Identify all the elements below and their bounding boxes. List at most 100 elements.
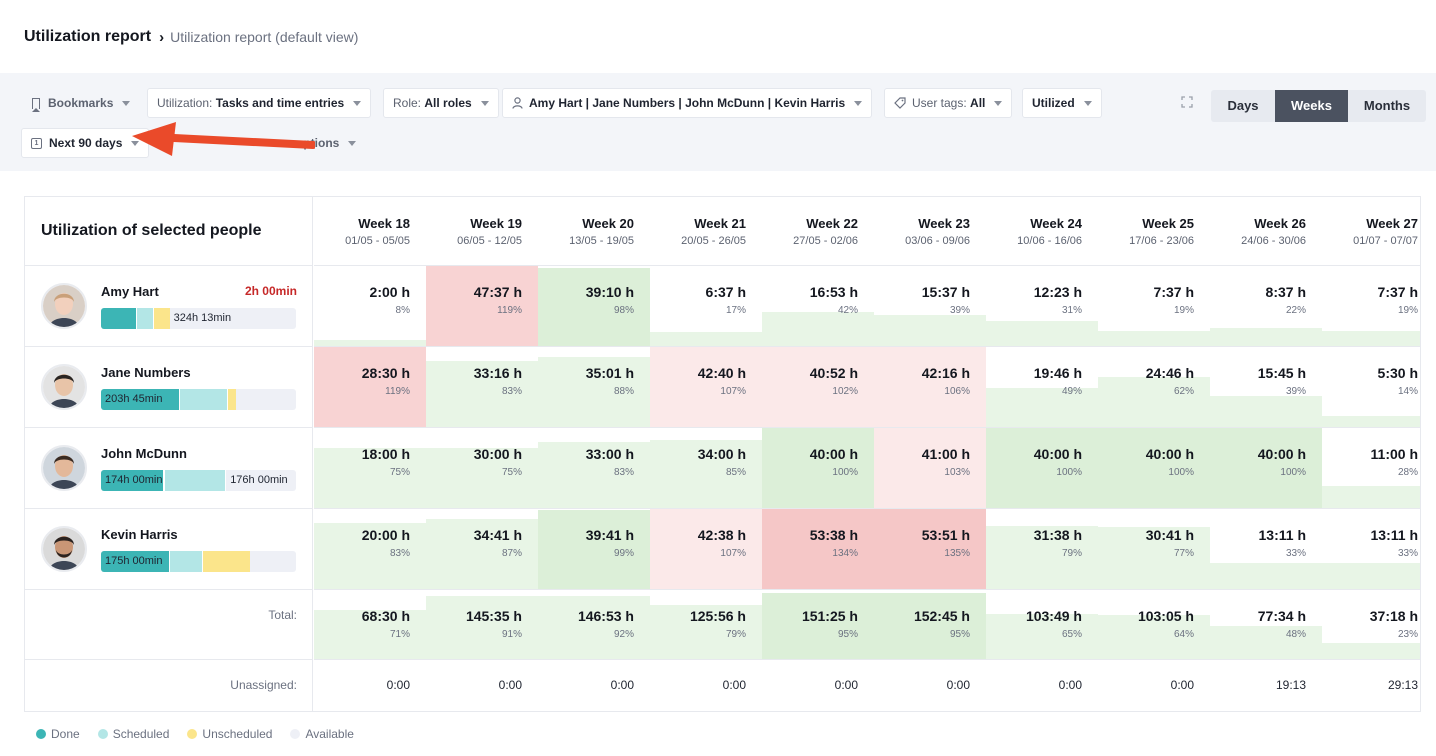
date-range-filter[interactable]: 1 Next 90 days bbox=[21, 128, 150, 158]
total-cell[interactable]: 37:18 h 23% bbox=[1322, 589, 1420, 659]
role-filter[interactable]: Role: All roles bbox=[383, 88, 499, 118]
week-dates: 06/05 - 12/05 bbox=[457, 235, 522, 247]
people-filter[interactable]: Amy Hart | Jane Numbers | John McDunn | … bbox=[502, 88, 873, 118]
unassigned-row-label: Unassigned: bbox=[25, 659, 313, 711]
legend-item: Scheduled bbox=[97, 727, 169, 741]
utilization-cell[interactable]: 6:37 h 17% bbox=[650, 265, 762, 346]
utilization-cell[interactable]: 53:38 h 134% bbox=[762, 508, 874, 589]
capacity-segment-done bbox=[101, 551, 170, 572]
utilization-cell[interactable]: 42:38 h 107% bbox=[650, 508, 762, 589]
view-name[interactable]: Utilization report (default view) bbox=[170, 29, 359, 45]
hours-value: 42:16 h bbox=[921, 365, 970, 381]
utilization-cell[interactable]: 42:40 h 107% bbox=[650, 346, 762, 427]
total-cell[interactable]: 103:49 h 65% bbox=[986, 589, 1098, 659]
utilization-cell[interactable]: 8:37 h 22% bbox=[1210, 265, 1322, 346]
person-name[interactable]: Amy Hart bbox=[101, 284, 159, 299]
utilization-cell[interactable]: 34:41 h 87% bbox=[426, 508, 538, 589]
utilization-cell[interactable]: 39:10 h 98% bbox=[538, 265, 650, 346]
utilization-cell[interactable]: 28:30 h 119% bbox=[314, 346, 426, 427]
utilization-cell[interactable]: 40:00 h 100% bbox=[762, 427, 874, 508]
total-cell[interactable]: 68:30 h 71% bbox=[314, 589, 426, 659]
utilization-cell[interactable]: 15:37 h 39% bbox=[874, 265, 986, 346]
utilization-cell[interactable]: 40:00 h 100% bbox=[1210, 427, 1322, 508]
total-cell[interactable]: 152:45 h 95% bbox=[874, 589, 986, 659]
utilization-cell[interactable]: 7:37 h 19% bbox=[1098, 265, 1210, 346]
total-cell[interactable]: 77:34 h 48% bbox=[1210, 589, 1322, 659]
total-cell[interactable]: 125:56 h 79% bbox=[650, 589, 762, 659]
utilization-cell[interactable]: 40:00 h 100% bbox=[986, 427, 1098, 508]
legend-item: Available bbox=[290, 727, 354, 741]
utilization-cell[interactable]: 42:16 h 106% bbox=[874, 346, 986, 427]
utilization-fill bbox=[538, 441, 650, 508]
utilization-cell[interactable]: 2:00 h 8% bbox=[314, 265, 426, 346]
person-name[interactable]: Kevin Harris bbox=[101, 527, 178, 542]
utilization-cell[interactable]: 47:37 h 119% bbox=[426, 265, 538, 346]
utilization-fill bbox=[1322, 643, 1420, 659]
utilization-cell[interactable]: 13:11 h 33% bbox=[1322, 508, 1420, 589]
unassigned-value: 0:00 bbox=[722, 678, 746, 692]
view-weeks-button[interactable]: Weeks bbox=[1275, 90, 1348, 122]
utilization-cell[interactable]: 34:00 h 85% bbox=[650, 427, 762, 508]
view-months-button[interactable]: Months bbox=[1363, 98, 1411, 113]
utilization-cell[interactable]: 53:51 h 135% bbox=[874, 508, 986, 589]
utilization-fill bbox=[874, 428, 986, 508]
hours-value: 35:01 h bbox=[585, 365, 634, 381]
utilization-cell[interactable]: 35:01 h 88% bbox=[538, 346, 650, 427]
utilization-cell[interactable]: 40:52 h 102% bbox=[762, 346, 874, 427]
person-name[interactable]: John McDunn bbox=[101, 446, 187, 461]
weeks-grid: Week 18 01/05 - 05/05 2:00 h 8% 28:30 h 119% 1… bbox=[314, 197, 1420, 711]
utilization-cell[interactable]: 41:00 h 103% bbox=[874, 427, 986, 508]
week-name: Week 25 bbox=[1142, 216, 1194, 231]
percent-value: 71% bbox=[389, 629, 410, 640]
utilization-cell[interactable]: 13:11 h 33% bbox=[1210, 508, 1322, 589]
utilized-filter[interactable]: Utilized bbox=[1022, 88, 1102, 118]
week-column: Week 23 03/06 - 09/06 15:37 h 39% 42:16 h 106… bbox=[874, 197, 986, 711]
utilization-cell[interactable]: 33:16 h 83% bbox=[426, 346, 538, 427]
utilization-fill bbox=[986, 525, 1098, 589]
utilization-cell[interactable]: 18:00 h 75% bbox=[314, 427, 426, 508]
utilization-fill bbox=[874, 593, 986, 659]
utilization-cell[interactable]: 11:00 h 28% bbox=[1322, 427, 1420, 508]
hours-value: 34:41 h bbox=[473, 527, 522, 543]
bookmarks-dropdown[interactable]: Bookmarks bbox=[22, 88, 140, 118]
percent-value: 33% bbox=[1397, 548, 1418, 559]
utilization-cell[interactable]: 5:30 h 14% bbox=[1322, 346, 1420, 427]
legend-dot bbox=[187, 729, 198, 739]
percent-value: 102% bbox=[832, 386, 858, 397]
legend-item: Done bbox=[36, 727, 80, 741]
chevron-down-icon bbox=[122, 100, 131, 106]
hours-value: 40:00 h bbox=[809, 446, 858, 462]
utilization-cell[interactable]: 31:38 h 79% bbox=[986, 508, 1098, 589]
total-cell[interactable]: 151:25 h 95% bbox=[762, 589, 874, 659]
person-name[interactable]: Jane Numbers bbox=[101, 365, 191, 380]
total-cell[interactable]: 146:53 h 92% bbox=[538, 589, 650, 659]
utilization-cell[interactable]: 39:41 h 99% bbox=[538, 508, 650, 589]
utilization-cell[interactable]: 20:00 h 83% bbox=[314, 508, 426, 589]
utilization-fill bbox=[426, 519, 538, 589]
week-header: Week 27 01/07 - 07/07 bbox=[1322, 197, 1420, 265]
utilization-cell[interactable]: 33:00 h 83% bbox=[538, 427, 650, 508]
utilization-cell[interactable]: 40:00 h 100% bbox=[1098, 427, 1210, 508]
utilization-cell[interactable]: 24:46 h 62% bbox=[1098, 346, 1210, 427]
utilization-fill bbox=[986, 321, 1098, 346]
utilization-cell[interactable]: 30:41 h 77% bbox=[1098, 508, 1210, 589]
hours-value: 33:00 h bbox=[585, 446, 634, 462]
week-name: Week 26 bbox=[1254, 216, 1306, 231]
user-tags-filter[interactable]: User tags: All bbox=[884, 88, 1013, 118]
percent-value: 83% bbox=[389, 548, 410, 559]
utilization-cell[interactable]: 30:00 h 75% bbox=[426, 427, 538, 508]
expand-icon[interactable] bbox=[1181, 96, 1193, 108]
utilization-cell[interactable]: 7:37 h 19% bbox=[1322, 265, 1420, 346]
utilization-fill bbox=[874, 314, 986, 346]
utilization-cell[interactable]: 19:46 h 49% bbox=[986, 346, 1098, 427]
utilization-cell[interactable]: 12:23 h 31% bbox=[986, 265, 1098, 346]
utilization-filter[interactable]: Utilization: Tasks and time entries bbox=[147, 88, 372, 118]
total-cell[interactable]: 145:35 h 91% bbox=[426, 589, 538, 659]
utilization-cell[interactable]: 15:45 h 39% bbox=[1210, 346, 1322, 427]
utilization-cell[interactable]: 16:53 h 42% bbox=[762, 265, 874, 346]
total-cell[interactable]: 103:05 h 64% bbox=[1098, 589, 1210, 659]
annotation-arrow bbox=[132, 122, 315, 156]
unassigned-cell: 19:13 bbox=[1210, 659, 1322, 711]
view-days-button[interactable]: Days bbox=[1227, 98, 1259, 113]
capacity-bar bbox=[101, 470, 296, 491]
